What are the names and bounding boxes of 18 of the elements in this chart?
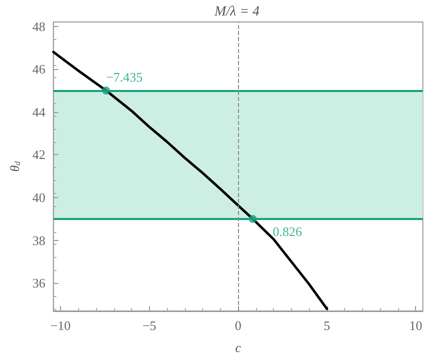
y-tick-label: 46 xyxy=(32,62,46,77)
y-tick-label: 40 xyxy=(32,190,46,206)
y-tick-label: 36 xyxy=(32,276,46,291)
y-axis-title: θd xyxy=(7,160,22,172)
annotation: 0.826 xyxy=(272,224,303,239)
x-tick-label: 0 xyxy=(234,318,242,333)
y-tick-label: 44 xyxy=(32,104,46,120)
x-tick-label: 5 xyxy=(324,318,330,333)
x-tick-label: −5 xyxy=(142,318,156,333)
chart-title: M/λ = 4 xyxy=(213,4,260,20)
x-tick-label: 10 xyxy=(409,318,422,333)
x-axis-title: c xyxy=(235,340,242,355)
y-tick-label: 48 xyxy=(32,18,46,34)
y-tick-label: 38 xyxy=(32,232,46,248)
annotation: −7.435 xyxy=(106,70,143,85)
y-tick-label: 42 xyxy=(32,147,46,162)
line-series xyxy=(52,50,328,310)
x-tick-label: −10 xyxy=(50,318,71,333)
